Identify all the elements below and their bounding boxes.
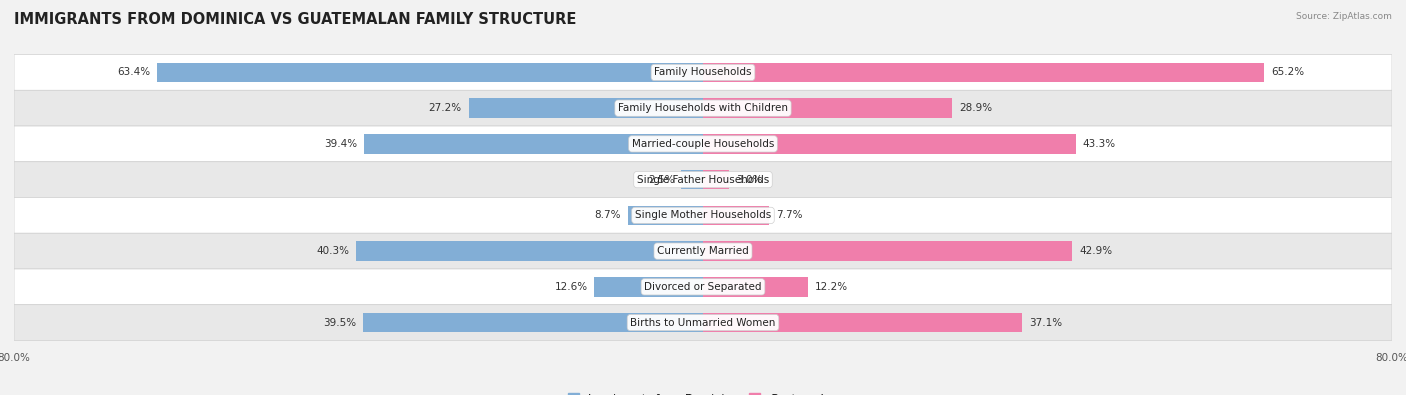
Bar	[468, 98, 703, 118]
Bar	[703, 241, 1073, 261]
FancyBboxPatch shape	[14, 198, 1392, 233]
Text: Source: ZipAtlas.com: Source: ZipAtlas.com	[1296, 12, 1392, 21]
Text: Currently Married: Currently Married	[657, 246, 749, 256]
Text: 8.7%: 8.7%	[595, 211, 621, 220]
FancyBboxPatch shape	[14, 162, 1392, 198]
FancyBboxPatch shape	[14, 233, 1392, 269]
Text: Family Households: Family Households	[654, 68, 752, 77]
Text: 28.9%: 28.9%	[959, 103, 991, 113]
FancyBboxPatch shape	[14, 55, 1392, 90]
Text: 65.2%: 65.2%	[1271, 68, 1305, 77]
Text: 39.5%: 39.5%	[323, 318, 356, 327]
Bar	[628, 205, 703, 225]
Text: 2.5%: 2.5%	[648, 175, 675, 184]
Legend: Immigrants from Dominica, Guatemalan: Immigrants from Dominica, Guatemalan	[564, 389, 842, 395]
Text: 37.1%: 37.1%	[1029, 318, 1063, 327]
Text: 27.2%: 27.2%	[429, 103, 461, 113]
Bar	[682, 170, 703, 190]
Text: Family Households with Children: Family Households with Children	[619, 103, 787, 113]
Text: 63.4%: 63.4%	[117, 68, 150, 77]
Text: 42.9%: 42.9%	[1080, 246, 1112, 256]
FancyBboxPatch shape	[14, 269, 1392, 305]
Text: 43.3%: 43.3%	[1083, 139, 1116, 149]
FancyBboxPatch shape	[14, 305, 1392, 340]
Bar	[363, 313, 703, 333]
Bar	[703, 170, 728, 190]
Bar	[703, 313, 1022, 333]
Text: 12.2%: 12.2%	[815, 282, 848, 292]
Text: Single Mother Households: Single Mother Households	[636, 211, 770, 220]
Text: 3.0%: 3.0%	[735, 175, 762, 184]
FancyBboxPatch shape	[14, 90, 1392, 126]
Bar	[364, 134, 703, 154]
Bar	[595, 277, 703, 297]
Text: Married-couple Households: Married-couple Households	[631, 139, 775, 149]
Text: Births to Unmarried Women: Births to Unmarried Women	[630, 318, 776, 327]
Bar	[356, 241, 703, 261]
Text: 7.7%: 7.7%	[776, 211, 803, 220]
Text: Single Father Households: Single Father Households	[637, 175, 769, 184]
Bar	[157, 62, 703, 82]
Bar	[703, 134, 1076, 154]
Text: 40.3%: 40.3%	[316, 246, 349, 256]
Bar	[703, 277, 808, 297]
Text: Divorced or Separated: Divorced or Separated	[644, 282, 762, 292]
FancyBboxPatch shape	[14, 126, 1392, 162]
Bar	[703, 205, 769, 225]
Text: IMMIGRANTS FROM DOMINICA VS GUATEMALAN FAMILY STRUCTURE: IMMIGRANTS FROM DOMINICA VS GUATEMALAN F…	[14, 12, 576, 27]
Text: 12.6%: 12.6%	[554, 282, 588, 292]
Bar	[703, 62, 1264, 82]
Text: 39.4%: 39.4%	[323, 139, 357, 149]
Bar	[703, 98, 952, 118]
